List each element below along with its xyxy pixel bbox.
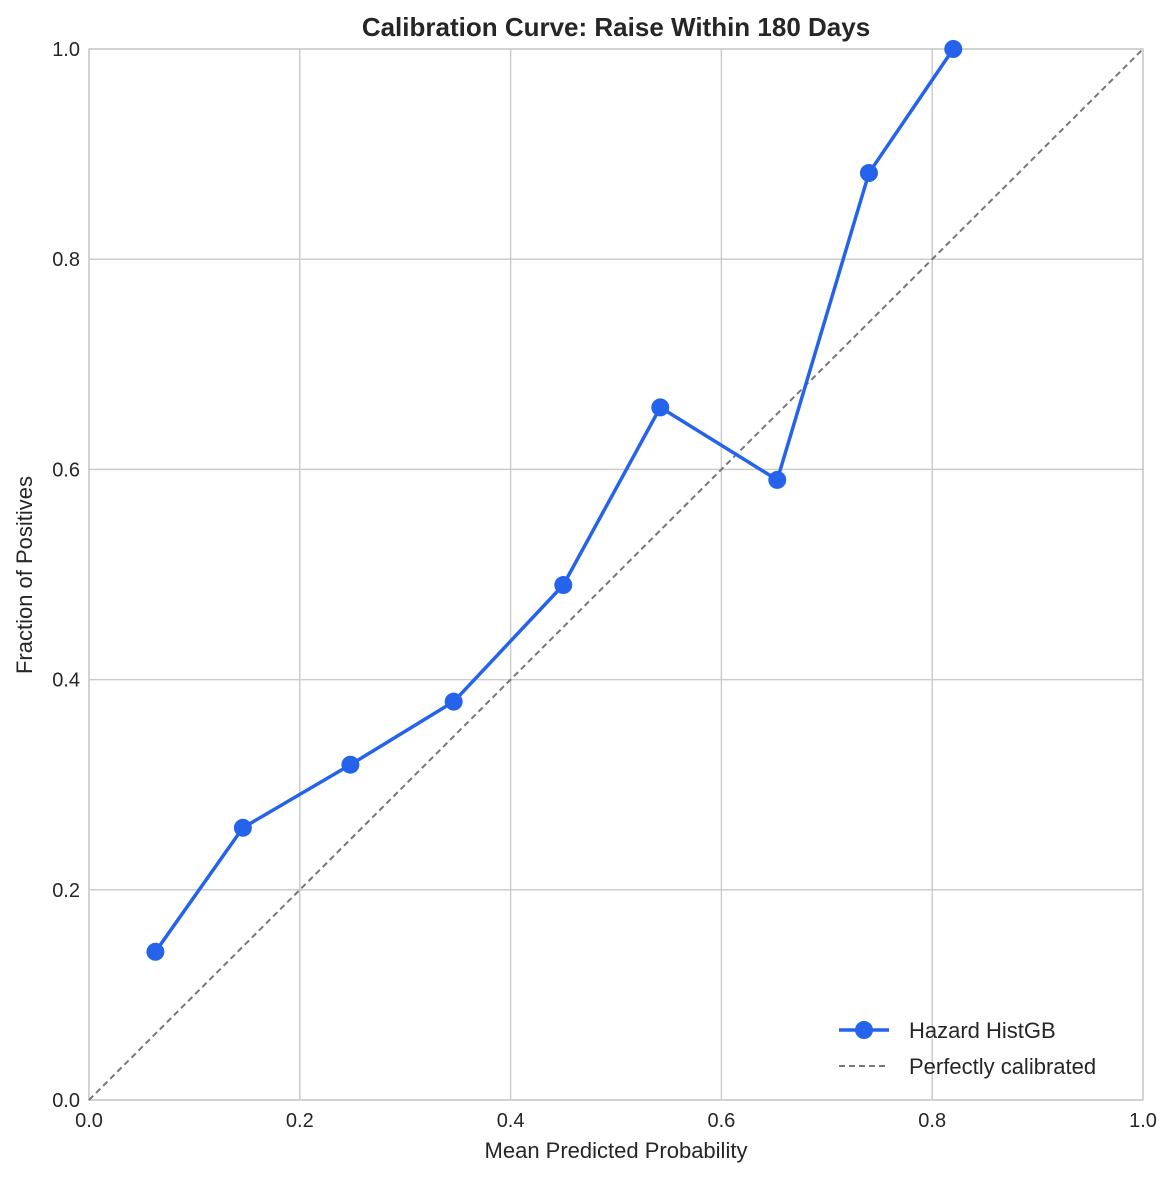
hazard-histgb-point (233, 818, 252, 837)
legend-swatch-marker (855, 1021, 873, 1039)
hazard-histgb-point (651, 398, 670, 417)
x-tick-label: 1.0 (1129, 1110, 1157, 1132)
hazard-histgb-point (146, 942, 165, 961)
legend-item-reference: Perfectly calibrated (839, 1054, 1096, 1079)
y-axis-label: Fraction of Positives (12, 476, 37, 674)
x-axis-label: Mean Predicted Probability (485, 1138, 748, 1163)
y-tick-label: 0.4 (52, 670, 80, 692)
hazard-histgb-point (768, 470, 787, 489)
hazard-histgb-point (554, 576, 573, 595)
y-tick-label: 1.0 (52, 39, 80, 61)
legend-label-reference: Perfectly calibrated (909, 1054, 1096, 1079)
plot-frame (88, 48, 1144, 1101)
hazard-histgb-line (153, 48, 955, 953)
x-tick-label: 0.6 (707, 1110, 735, 1132)
hazard-histgb-point (859, 164, 878, 183)
y-tick-label: 0.6 (52, 459, 80, 481)
y-tick-label: 0.2 (52, 880, 80, 902)
chart-title: Calibration Curve: Raise Within 180 Days (362, 12, 870, 42)
series-layer (88, 40, 1144, 1101)
hazard-histgb-point (944, 40, 963, 58)
y-tick-label: 0.8 (52, 249, 80, 271)
x-tick-label: 0.2 (286, 1110, 314, 1132)
hazard-histgb-point (444, 692, 463, 711)
legend: Hazard HistGB Perfectly calibrated (839, 1018, 1096, 1079)
legend-item-model: Hazard HistGB (839, 1018, 1056, 1043)
legend-label-model: Hazard HistGB (909, 1018, 1056, 1043)
x-tick-label: 0.4 (497, 1110, 525, 1132)
x-tick-label: 0.8 (918, 1110, 946, 1132)
tick-labels: 0.0 0.2 0.4 0.6 0.8 1.0 0.0 0.2 0.4 0.6 0.8 1.0 (52, 39, 1157, 1132)
x-tick-label: 0.0 (75, 1110, 103, 1132)
hazard-histgb-point (341, 755, 360, 774)
perfect-calibration-line (88, 48, 1144, 1101)
y-tick-label: 0.0 (52, 1090, 80, 1112)
